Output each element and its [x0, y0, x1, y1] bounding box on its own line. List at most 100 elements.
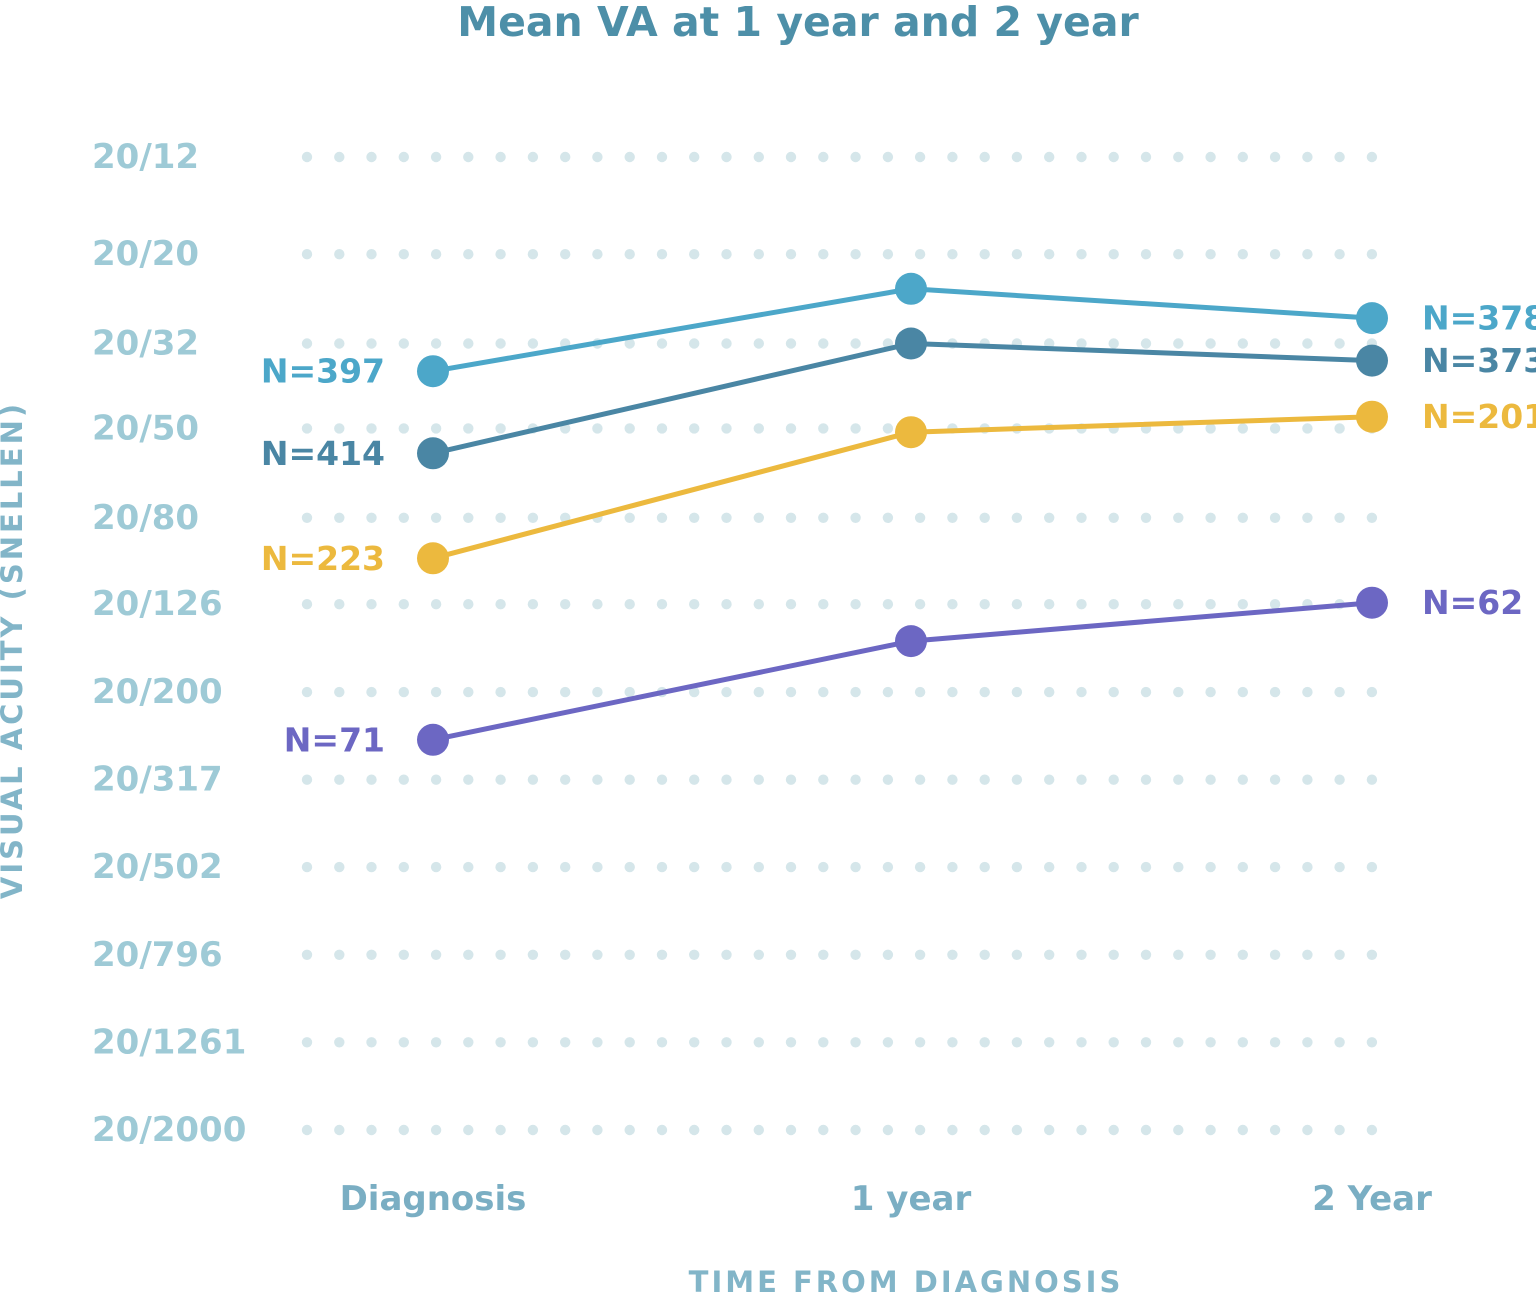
grid-row [301, 1124, 1378, 1136]
grid-dot [947, 249, 958, 260]
grid-dot [1269, 686, 1281, 698]
y-tick-label: 20/502 [92, 847, 223, 887]
data-point [895, 416, 927, 449]
grid-dot [463, 338, 474, 349]
grid-dot [1269, 338, 1281, 349]
n-label: N=373 [1422, 341, 1536, 380]
grid-dot [463, 1124, 474, 1136]
grid-dot [753, 1124, 764, 1136]
grid-dot [1011, 774, 1023, 785]
y-tick-label: 20/20 [92, 234, 199, 274]
grid-dot [656, 861, 668, 873]
y-axis-label: VISUAL ACUITY (SNELLEN) [0, 401, 29, 899]
grid-dot [689, 774, 700, 785]
grid-dot [850, 686, 861, 698]
grid-dot [560, 861, 571, 873]
grid-dot [753, 249, 764, 260]
grid-dot [1334, 249, 1345, 260]
grid-dot [947, 861, 958, 873]
grid-dot [560, 249, 571, 260]
grid-dot [398, 861, 409, 873]
grid-dot [624, 1037, 635, 1048]
grid-dot [721, 249, 732, 260]
grid-dot [656, 151, 668, 163]
grid-dot [495, 949, 506, 960]
chart-title: Mean VA at 1 year and 2 year [457, 0, 1139, 46]
grid-dot [721, 686, 732, 698]
grid-dot [914, 774, 926, 785]
grid-dot [592, 423, 603, 434]
grid-dot [1334, 423, 1345, 434]
grid-dot [1011, 512, 1023, 523]
grid-dot [334, 774, 345, 785]
grid-dot [785, 686, 797, 698]
grid-dot [301, 774, 313, 785]
grid-dot [1269, 249, 1281, 260]
n-label: N=223 [261, 539, 385, 578]
grid-dot [947, 599, 958, 610]
grid-dot [624, 1124, 635, 1136]
data-point [417, 723, 449, 756]
grid-row [301, 151, 1378, 163]
grid-dot [818, 686, 829, 698]
grid-dot [495, 249, 506, 260]
grid-dot [979, 861, 990, 873]
grid-dot [689, 949, 700, 960]
grid-dot [753, 861, 764, 873]
grid-dot [1173, 599, 1184, 610]
grid-dot [624, 249, 635, 260]
grid-dot [818, 338, 829, 349]
grid-dot [1334, 686, 1345, 698]
data-point [1356, 400, 1388, 433]
grid-dot [1269, 1037, 1281, 1048]
grid-dots [301, 151, 1378, 1136]
grid-dot [753, 151, 764, 163]
grid-dot [1237, 599, 1249, 610]
grid-dot [656, 512, 668, 523]
grid-dot [1108, 512, 1119, 523]
grid-dot [1011, 151, 1023, 163]
grid-dot [1011, 249, 1023, 260]
grid-dot [1076, 512, 1087, 523]
n-label: N=378 [1422, 299, 1536, 338]
grid-dot [334, 686, 345, 698]
grid-dot [1237, 949, 1249, 960]
grid-dot [947, 151, 958, 163]
grid-dot [914, 1124, 926, 1136]
grid-dot [914, 861, 926, 873]
x-tick-label: 1 year [851, 1179, 972, 1219]
grid-dot [527, 949, 539, 960]
grid-dot [463, 599, 474, 610]
data-point [895, 272, 927, 305]
grid-dot [947, 1124, 958, 1136]
series-2: N=414 N=373 [261, 327, 1536, 473]
grid-dot [1269, 512, 1281, 523]
x-tick-label: 2 Year [1312, 1179, 1432, 1219]
series-line [432, 600, 1373, 743]
grid-dot [398, 1124, 409, 1136]
grid-dot [850, 949, 861, 960]
grid-dot [753, 512, 764, 523]
grid-dot [334, 249, 345, 260]
grid-dot [818, 249, 829, 260]
grid-dot [689, 338, 700, 349]
grid-dot [1140, 774, 1152, 785]
grid-dot [1205, 1037, 1216, 1048]
grid-dot [882, 249, 894, 260]
grid-row [301, 774, 1378, 785]
grid-dot [1269, 423, 1281, 434]
grid-dot [1173, 1037, 1184, 1048]
data-point [1356, 302, 1388, 335]
y-tick-label: 20/12 [92, 137, 199, 177]
grid-dot [1334, 338, 1345, 349]
grid-dot [1237, 774, 1249, 785]
grid-dot [721, 1124, 732, 1136]
grid-dot [947, 1037, 958, 1048]
grid-dot [818, 1037, 829, 1048]
grid-dot [656, 249, 668, 260]
grid-dot [1044, 1037, 1055, 1048]
grid-dot [721, 151, 732, 163]
grid-dot [1044, 861, 1055, 873]
grid-dot [721, 861, 732, 873]
grid-dot [1076, 338, 1087, 349]
